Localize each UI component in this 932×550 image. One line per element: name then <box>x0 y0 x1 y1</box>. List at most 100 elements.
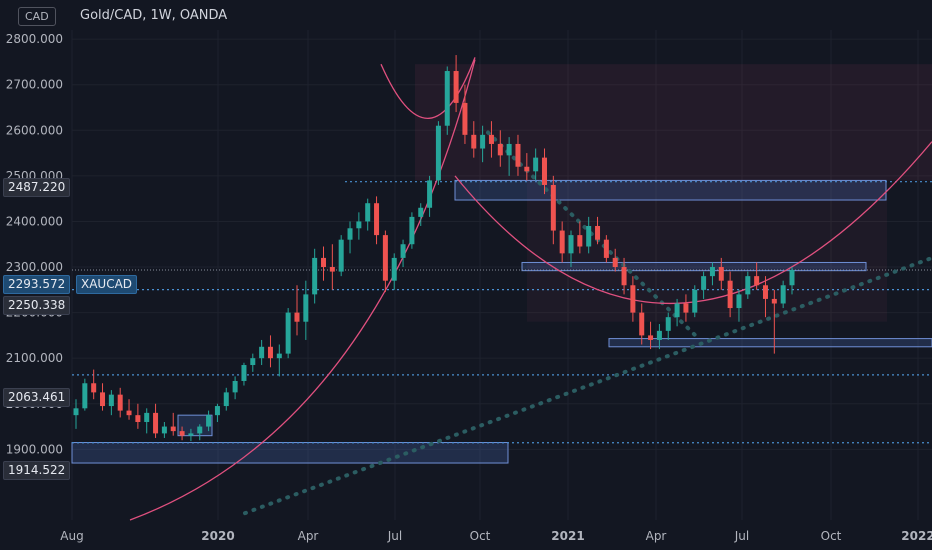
candle-body <box>692 289 698 313</box>
candle-body <box>391 257 397 281</box>
candle-body <box>568 235 574 254</box>
candle-body <box>559 230 565 254</box>
zone-2135 <box>608 338 932 348</box>
candle-body <box>285 312 291 354</box>
candle-body <box>206 415 212 427</box>
candle-body <box>400 244 406 258</box>
candle-body <box>259 346 265 359</box>
candle-body <box>312 257 318 295</box>
candle-body <box>480 134 486 149</box>
candle-body <box>153 412 159 434</box>
candle-body <box>780 285 786 304</box>
price-badge-1914: 1914.522 <box>3 461 71 480</box>
candle-body <box>161 426 167 434</box>
candle-body <box>427 180 433 208</box>
candle-body <box>533 157 539 172</box>
candle-body <box>701 276 707 290</box>
candle-body <box>444 71 450 126</box>
currency-tag[interactable]: CAD <box>18 7 56 26</box>
rising-channel-line <box>243 255 932 516</box>
y-tick-label: 2100.000 <box>6 351 63 365</box>
left-parabola-cap <box>380 57 476 119</box>
candle-body <box>250 358 256 366</box>
candlestick-series <box>73 55 795 442</box>
price-badge-2063: 2063.461 <box>3 388 71 407</box>
x-tick-label: Apr <box>646 529 667 543</box>
candle-body <box>639 312 645 336</box>
candle-body <box>727 280 733 309</box>
horizontal-levels <box>72 181 932 444</box>
y-tick-label: 2300.000 <box>6 260 63 274</box>
candle-body <box>409 216 415 245</box>
candle-body <box>586 226 592 247</box>
x-tick-label: Aug <box>60 529 83 543</box>
zone-small-1 <box>177 414 213 437</box>
cup-curve <box>454 141 932 305</box>
candle-body <box>303 294 309 322</box>
price-badge-2250: 2250.338 <box>3 296 71 315</box>
candle-body <box>329 267 335 272</box>
candle-body <box>356 221 362 229</box>
candle-body <box>736 294 742 309</box>
candle-body <box>453 71 459 103</box>
zone-2300 <box>521 261 867 272</box>
candle-body <box>595 226 601 240</box>
candle-body <box>73 408 79 416</box>
x-tick-label: Jul <box>387 529 402 543</box>
candle-body <box>82 383 88 409</box>
candle-body <box>197 426 203 434</box>
y-tick-label: 2800.000 <box>6 32 63 46</box>
x-tick-label: 2021 <box>551 529 584 543</box>
candle-body <box>117 394 123 411</box>
x-tick-label: Apr <box>298 529 319 543</box>
candle-body <box>188 433 194 436</box>
candle-body <box>550 184 556 231</box>
resistance-shade <box>415 64 932 181</box>
candle-body <box>223 392 229 407</box>
candle-body <box>506 143 512 156</box>
candle-body <box>745 276 751 295</box>
candle-body <box>462 102 468 135</box>
candle-body <box>135 415 141 422</box>
zone-2487 <box>454 179 887 201</box>
candle-body <box>374 203 380 236</box>
candle-body <box>789 269 795 286</box>
candle-body <box>347 228 353 240</box>
zone-1900 <box>71 442 509 464</box>
candle-body <box>515 143 521 167</box>
cup-curves <box>129 57 932 521</box>
x-tick-label: Oct <box>821 529 842 543</box>
y-tick-label: 2600.000 <box>6 123 63 137</box>
candle-body <box>541 157 547 185</box>
candle-body <box>435 125 441 181</box>
candle-body <box>471 134 477 149</box>
candle-body <box>762 285 768 299</box>
candle-body <box>603 239 609 258</box>
candle-body <box>656 330 662 340</box>
candle-body <box>365 203 371 222</box>
candle-body <box>382 235 388 281</box>
x-tick-label: 2020 <box>201 529 234 543</box>
x-tick-label: Oct <box>470 529 491 543</box>
y-tick-label: 2700.000 <box>6 78 63 92</box>
y-tick-label: 1900.000 <box>6 442 63 456</box>
candle-body <box>577 235 583 247</box>
candle-body <box>214 406 220 416</box>
candle-body <box>267 346 273 359</box>
candle-body <box>683 303 689 313</box>
candle-body <box>179 431 185 436</box>
candle-body <box>170 426 176 432</box>
x-tick-label: Jul <box>734 529 749 543</box>
time-axis: Aug 2020 Apr Jul Oct 2021 Apr Jul Oct 2022 <box>60 529 932 543</box>
candle-body <box>144 412 150 422</box>
candle-body <box>294 312 300 322</box>
y-tick-label: 2400.000 <box>6 214 63 228</box>
chart-title: Gold/CAD, 1W, OANDA <box>80 8 228 23</box>
support-resistance-zones <box>71 64 932 464</box>
candle-body <box>709 267 715 277</box>
x-tick-label: 2022 <box>901 529 932 543</box>
candle-body <box>497 143 503 156</box>
candle-body <box>648 335 654 340</box>
candle-body <box>524 166 530 172</box>
